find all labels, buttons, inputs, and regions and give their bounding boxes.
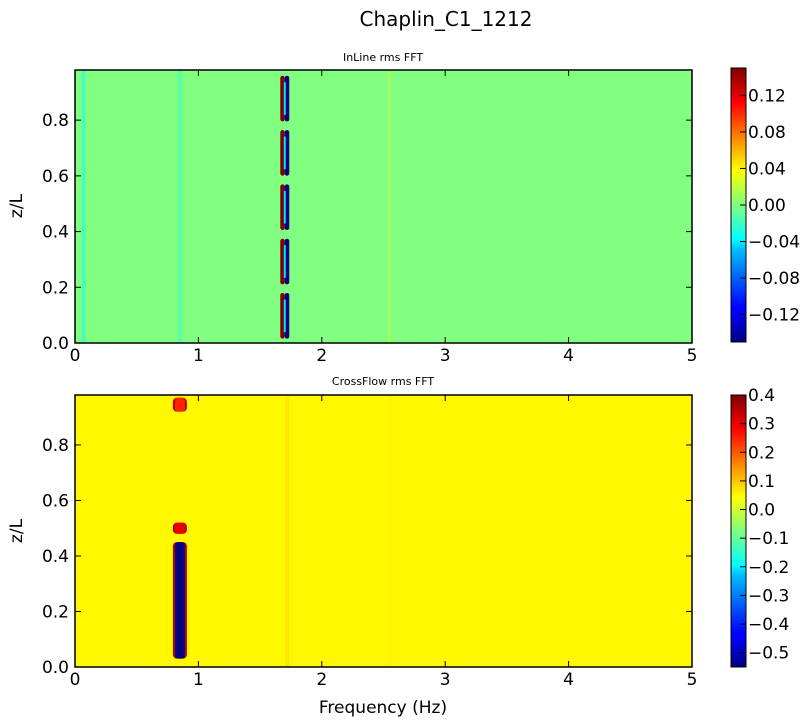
crossflow-colorbar — [730, 394, 747, 668]
x-tick-label: 1 — [193, 346, 204, 366]
x-tick-label: 2 — [316, 670, 327, 690]
y-tick-label: 0.2 — [42, 602, 69, 622]
heatmap-lobe — [280, 293, 285, 339]
heatmap-background — [75, 70, 692, 343]
heatmap-lobe-core — [283, 136, 286, 170]
colorbar-tick-label: −0.2 — [748, 558, 789, 578]
heatmap-lobe — [280, 75, 285, 122]
colorbar-tick-label: −0.4 — [748, 615, 789, 635]
inline-plot-frame — [74, 69, 693, 344]
crossflow-heatmap — [75, 395, 692, 667]
heatmap-band — [81, 70, 86, 343]
colorbar-tick-label: 0.04 — [748, 159, 786, 179]
crossflow-ylabel: z/L — [7, 518, 27, 543]
y-tick-label: 0.4 — [42, 223, 69, 243]
heatmap-lobe-core — [283, 245, 286, 278]
colorbar-tick-label: 0.3 — [748, 415, 775, 435]
heatmap-lobe-core — [283, 190, 286, 224]
y-tick-label: 0.0 — [42, 334, 69, 354]
colorbar-tick-label: −0.5 — [748, 644, 789, 664]
heatmap-lobe — [280, 184, 285, 231]
y-tick-label: 0.6 — [42, 491, 69, 511]
inline-title: InLine rms FFT — [343, 51, 423, 64]
colorbar-tick-label: 0.4 — [748, 386, 775, 406]
x-tick-label: 4 — [563, 346, 574, 366]
heatmap-lobe — [284, 75, 290, 122]
heatmap-lobe — [280, 238, 285, 285]
crossflow-plot-frame — [74, 394, 693, 668]
x-tick-label: 5 — [687, 346, 698, 366]
colorbar-tick-label: 0.08 — [748, 123, 786, 143]
x-tick-label: 5 — [687, 670, 698, 690]
x-tick-label: 2 — [316, 346, 327, 366]
heatmap-band — [177, 70, 182, 343]
x-tick-label: 0 — [70, 670, 81, 690]
crossflow-x-ticks: 0 1 2 3 4 5 — [70, 395, 698, 690]
inline-ylabel: z/L — [7, 193, 27, 218]
heatmap-band — [285, 395, 290, 667]
colorbar-tick-label: 0.1 — [748, 472, 775, 492]
figure-xlabel: Frequency (Hz) — [319, 698, 447, 718]
heatmap-band — [387, 70, 392, 343]
heatmap-lobe-core — [283, 82, 286, 115]
x-tick-label: 0 — [70, 346, 81, 366]
x-tick-label: 1 — [193, 670, 204, 690]
colorbar-tick-label: −0.1 — [748, 529, 789, 549]
crossflow-y-ticks: 0.0 0.2 0.4 0.6 0.8 — [42, 436, 692, 678]
y-tick-label: 0.0 — [42, 658, 69, 678]
heatmap-lobe-core — [283, 299, 286, 333]
y-tick-label: 0.8 — [42, 111, 69, 131]
heatmap-lobe — [280, 130, 285, 176]
heatmap-background — [75, 395, 692, 667]
y-tick-label: 0.2 — [42, 278, 69, 298]
heatmap-band — [174, 522, 185, 534]
colorbar-tick-label: −0.04 — [748, 233, 800, 253]
x-tick-label: 4 — [563, 670, 574, 690]
colorbar-tick-label: 0.0 — [748, 501, 775, 521]
heatmap-lobe — [284, 293, 290, 339]
crossflow-colorbar-ticks: 0.4 0.3 0.2 0.1 0.0 −0.1 −0.2 −0.3 −0.4 −0.5 — [740, 386, 789, 664]
x-tick-label: 3 — [440, 670, 451, 690]
colorbar-tick-label: −0.3 — [748, 586, 789, 606]
colorbar-tick-label: −0.12 — [748, 306, 800, 326]
colorbar-tick-label: 0.00 — [748, 196, 786, 216]
heatmap-band — [174, 542, 185, 659]
x-tick-label: 3 — [440, 346, 451, 366]
inline-colorbar-ticks: 0.12 0.08 0.04 0.00 −0.04 −0.08 −0.12 — [740, 86, 800, 326]
heatmap-band — [387, 395, 392, 667]
heatmap-lobe — [284, 130, 290, 176]
colorbar-tick-label: −0.08 — [748, 269, 800, 289]
y-tick-label: 0.6 — [42, 167, 69, 187]
inline-heatmap — [75, 70, 692, 343]
crossflow-title: CrossFlow rms FFT — [332, 375, 434, 388]
heatmap-band — [174, 397, 185, 412]
heatmap-lobe — [284, 184, 290, 231]
inline-y-ticks: 0.0 0.2 0.4 0.6 0.8 — [42, 111, 692, 354]
colorbar-tick-label: 0.12 — [748, 86, 786, 106]
inline-panel: InLine rms FFT 0 1 2 3 4 5 0.0 0.2 0.4 0.6 0.8 z/… — [7, 51, 800, 366]
colorbar-tick-label: 0.2 — [748, 443, 775, 463]
figure-title: Chaplin_C1_1212 — [360, 7, 533, 31]
crossflow-panel: CrossFlow rms FFT 0 1 2 3 4 5 0.0 0.2 0.4 0.6 0.8… — [7, 375, 789, 690]
heatmap-lobe — [284, 238, 290, 285]
y-tick-label: 0.8 — [42, 436, 69, 456]
y-tick-label: 0.4 — [42, 547, 69, 567]
inline-x-ticks: 0 1 2 3 4 5 — [70, 70, 698, 366]
